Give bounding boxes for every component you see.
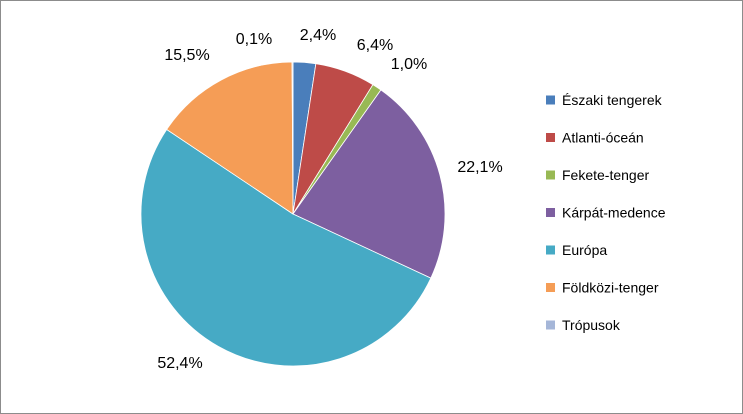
pie-slice-tropusok xyxy=(291,61,294,215)
legend-swatch-foldkozi-tenger xyxy=(546,283,555,292)
legend-label-foldkozi-tenger: Földközi-tenger xyxy=(562,280,659,296)
legend-swatch-europa xyxy=(546,245,555,255)
data-label-europa: 52,4% xyxy=(157,355,202,372)
pie-slice-karpat-medence xyxy=(292,89,446,279)
legend-swatch-karpat-medence xyxy=(546,208,555,217)
legend-label-atlanti-ocean: Atlanti-óceán xyxy=(562,130,644,146)
legend-label-fekete-tenger: Fekete-tenger xyxy=(562,167,649,183)
legend-swatch-eszaki-tengerek xyxy=(546,95,555,105)
legend-swatch-atlanti-ocean xyxy=(546,133,555,142)
legend-swatch-fekete-tenger xyxy=(546,170,555,180)
legend: Északi tengerek Atlanti-óceán Fekete-tenge… xyxy=(546,92,666,333)
legend-label-europa: Európa xyxy=(562,242,607,258)
pie-labels: 2,4% 6,4% 1,0% 22,1% 52,4% 15,5% 0,1% xyxy=(157,27,502,372)
pie-slice-foldkozi-tenger xyxy=(166,61,294,215)
data-label-fekete-tenger: 1,0% xyxy=(391,56,427,73)
data-label-atlanti-ocean: 6,4% xyxy=(357,37,393,54)
pie-slice-europa xyxy=(140,128,432,367)
legend-label-eszaki-tengerek: Északi tengerek xyxy=(562,92,663,108)
legend-label-karpat-medence: Kárpát-medence xyxy=(562,205,666,221)
data-label-eszaki-tengerek: 2,4% xyxy=(300,27,336,44)
data-label-foldkozi-tenger: 15,5% xyxy=(164,47,209,64)
legend-swatch-tropusok xyxy=(546,320,555,330)
pie-slices xyxy=(140,61,446,367)
legend-label-tropusok: Trópusok xyxy=(562,317,621,333)
data-label-karpat-medence: 22,1% xyxy=(457,159,502,176)
data-label-tropusok: 0,1% xyxy=(236,31,272,48)
